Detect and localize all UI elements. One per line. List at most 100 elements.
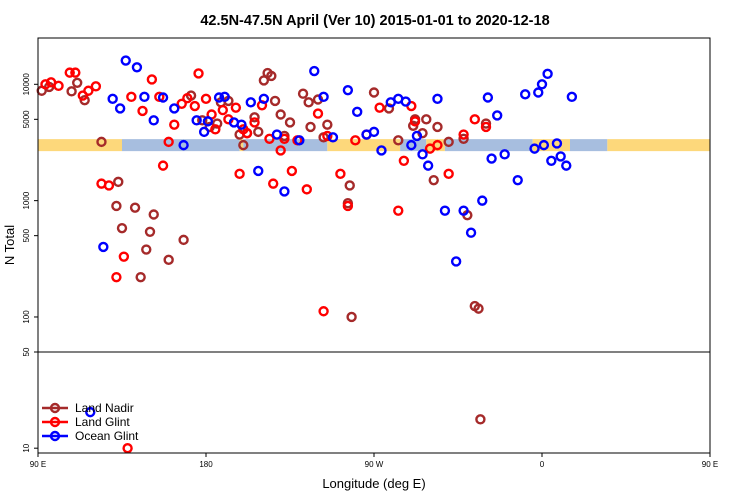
ocean-glint-point — [400, 96, 411, 107]
land-glint-point — [230, 102, 242, 113]
land-glint-legend-label: Land Glint — [75, 415, 130, 429]
ocean-glint-legend-label: Ocean Glint — [75, 429, 139, 443]
band-segment — [38, 139, 122, 152]
ocean-glint-point — [561, 160, 572, 171]
ocean-glint-point — [432, 93, 443, 105]
land-nadir-point — [111, 200, 122, 212]
land-nadir-point — [428, 174, 439, 186]
y-tick-label: 5000 — [22, 110, 31, 128]
land-nadir-point — [113, 176, 124, 188]
x-tick-label: 180 — [199, 460, 213, 469]
land-glint-point — [249, 117, 260, 128]
ocean-glint-point — [529, 143, 540, 154]
land-nadir-point — [135, 271, 146, 283]
ocean-glint-point — [352, 106, 363, 118]
band-segment — [239, 139, 244, 152]
band-segment — [607, 139, 710, 152]
ocean-glint-point — [406, 139, 417, 151]
land-nadir-point — [346, 311, 357, 323]
ocean-glint-point — [499, 149, 510, 160]
ocean-glint-point — [169, 103, 180, 114]
land-glint-point — [200, 93, 212, 105]
ocean-glint-point — [411, 130, 423, 142]
land-nadir-point — [421, 114, 432, 125]
ocean-glint-point — [202, 116, 214, 127]
ocean-glint-point — [538, 139, 550, 151]
land-nadir-point — [480, 118, 492, 129]
ocean-glint-point — [114, 103, 126, 114]
land-glint-point — [432, 139, 443, 151]
land-glint-point — [64, 67, 75, 78]
land-glint-point — [469, 114, 480, 125]
ocean-glint-point — [131, 62, 143, 73]
ocean-glint-point — [533, 87, 544, 98]
land-glint-point — [318, 306, 329, 317]
land-nadir-point — [475, 414, 486, 425]
land-nadir-point — [266, 70, 277, 82]
land-glint-point — [83, 85, 94, 96]
land-glint-point — [146, 74, 158, 85]
ocean-glint-point — [486, 153, 497, 164]
land-nadir-point — [284, 117, 296, 128]
ocean-glint-point — [139, 91, 150, 103]
plot-frame — [37, 37, 711, 454]
land-glint-legend-marker — [49, 416, 61, 428]
ocean-glint-point — [236, 119, 247, 130]
land-glint-point — [217, 104, 229, 116]
land-glint-point — [264, 133, 275, 145]
ocean-glint-point — [492, 110, 503, 121]
land-nadir-point — [269, 95, 281, 107]
ocean-glint-point — [342, 84, 354, 96]
land-glint-point — [169, 119, 180, 130]
land-nadir-point — [96, 136, 107, 148]
ocean-glint-point — [555, 151, 566, 162]
land-glint-point — [409, 116, 421, 127]
land-nadir-point — [211, 118, 223, 129]
band-segment — [400, 139, 427, 152]
land-glint-point — [90, 81, 102, 92]
land-nadir-point — [148, 209, 159, 220]
ocean-glint-point — [551, 138, 563, 149]
land-glint-point — [234, 168, 245, 180]
ocean-glint-point — [422, 160, 434, 171]
x-tick-label: 90 E — [702, 460, 718, 469]
land-glint-point — [118, 251, 130, 262]
ocean-glint-point — [520, 89, 531, 100]
ocean-glint-point — [85, 406, 96, 418]
ocean-glint-point — [439, 205, 451, 216]
lower-panel-points — [85, 406, 486, 454]
ocean-glint-point — [512, 174, 523, 186]
land-glint-point — [70, 67, 81, 78]
land-glint-point — [137, 105, 148, 117]
ocean-glint-point — [279, 186, 290, 197]
ocean-glint-point — [253, 165, 264, 177]
land-glint-point — [301, 184, 312, 195]
ocean-glint-point — [178, 139, 189, 151]
land-glint-point — [210, 124, 221, 135]
band-segment — [444, 139, 533, 152]
ocean-glint-point — [477, 195, 488, 206]
land-nadir-point — [297, 88, 309, 99]
ocean-glint-point — [536, 79, 548, 90]
ocean-glint-point — [376, 145, 387, 156]
ocean-glint-point — [191, 115, 202, 126]
land-glint-point — [335, 168, 346, 180]
land-glint-point — [275, 145, 286, 156]
ocean-glint-point — [458, 205, 469, 216]
band-segment — [570, 139, 608, 152]
land-nadir-point — [116, 222, 128, 234]
land-glint-point — [193, 68, 204, 79]
land-glint-point — [322, 130, 333, 142]
land-glint-point — [458, 129, 469, 140]
land-nadir-point — [253, 126, 264, 138]
ocean-glint-point — [245, 97, 257, 108]
land-nadir-point — [71, 77, 83, 89]
land-nadir-point — [393, 135, 404, 146]
land-glint-point — [480, 121, 492, 133]
reference-band — [38, 139, 710, 152]
land-glint-point — [393, 205, 404, 216]
y-tick-label: 10 — [22, 443, 31, 452]
ocean-glint-point — [309, 65, 320, 77]
land-nadir-point — [305, 121, 316, 133]
